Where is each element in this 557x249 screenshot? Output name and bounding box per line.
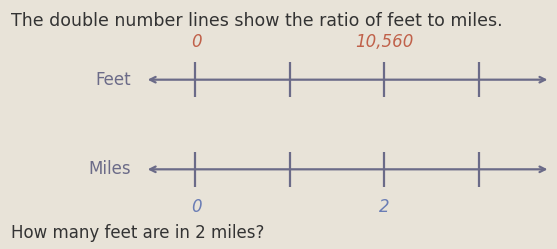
- Text: The double number lines show the ratio of feet to miles.: The double number lines show the ratio o…: [11, 12, 503, 30]
- Text: 0: 0: [190, 33, 202, 51]
- Text: 0: 0: [190, 198, 202, 216]
- Text: Feet: Feet: [95, 71, 131, 89]
- Text: How many feet are in 2 miles?: How many feet are in 2 miles?: [11, 224, 265, 242]
- Text: 10,560: 10,560: [355, 33, 413, 51]
- Text: 2: 2: [379, 198, 390, 216]
- Text: Miles: Miles: [88, 160, 131, 178]
